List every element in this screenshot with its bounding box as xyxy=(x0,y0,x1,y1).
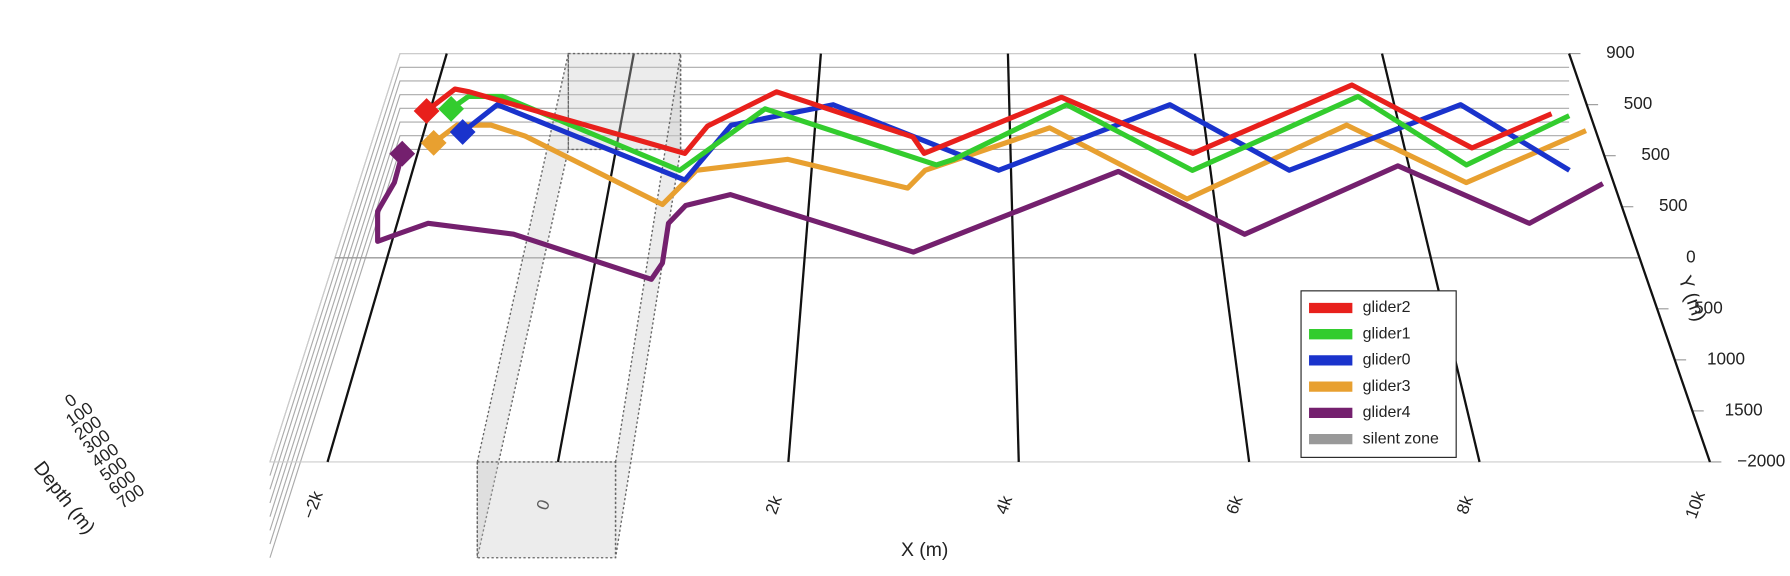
depth-grid-line xyxy=(269,80,1570,490)
glider-track xyxy=(432,122,1587,208)
depth-grid-line xyxy=(269,94,1570,504)
y-tick-label: 500 xyxy=(1694,298,1723,317)
x-tick-label: 2k xyxy=(762,493,786,517)
y-tick-label: 0 xyxy=(1686,247,1696,266)
y-tick-label: 900 xyxy=(1606,43,1635,62)
y-tick-label: 1500 xyxy=(1725,400,1763,419)
glider-track xyxy=(449,93,1571,173)
x-tick-label: 4k xyxy=(992,493,1016,517)
legend-label: glider0 xyxy=(1363,352,1411,369)
x-grid-line xyxy=(556,53,635,463)
legend-label: silent zone xyxy=(1363,430,1439,447)
y-tick-label: 1000 xyxy=(1707,349,1745,368)
legend-box xyxy=(1300,290,1457,458)
glider-start-marker xyxy=(449,119,476,145)
glider-track xyxy=(375,153,1605,282)
x-axis-label: X (m) xyxy=(901,539,948,561)
legend-label: glider2 xyxy=(1363,299,1411,316)
x-tick-label: 10k xyxy=(1682,488,1709,521)
x-grid-line xyxy=(1568,53,1712,463)
legend-label: glider1 xyxy=(1363,325,1411,342)
legend-label: glider4 xyxy=(1363,404,1411,421)
x-tick-label: −2k xyxy=(299,488,327,521)
y-tick-label: 500 xyxy=(1659,196,1688,215)
y-tick-label: 500 xyxy=(1641,145,1670,164)
x-grid-line xyxy=(1006,53,1020,462)
glider-start-marker xyxy=(389,140,416,167)
y-tick-label: −2000 xyxy=(1737,451,1785,470)
x-grid-line xyxy=(787,53,822,463)
legend-label: glider3 xyxy=(1363,378,1411,395)
glider-track xyxy=(424,82,1553,156)
depth-grid-line xyxy=(269,135,1570,545)
y-tick-label: 500 xyxy=(1624,94,1653,113)
silent-zone-face xyxy=(476,53,570,558)
x-tick-label: 6k xyxy=(1223,493,1247,517)
z-axis-label: Depth (m) xyxy=(29,457,99,538)
silent-zone-face xyxy=(476,461,617,559)
depth-grid-line xyxy=(269,66,1570,476)
depth-grid-line xyxy=(269,121,1570,531)
x-tick-label: 8k xyxy=(1453,493,1477,517)
glider-start-marker xyxy=(413,98,440,124)
